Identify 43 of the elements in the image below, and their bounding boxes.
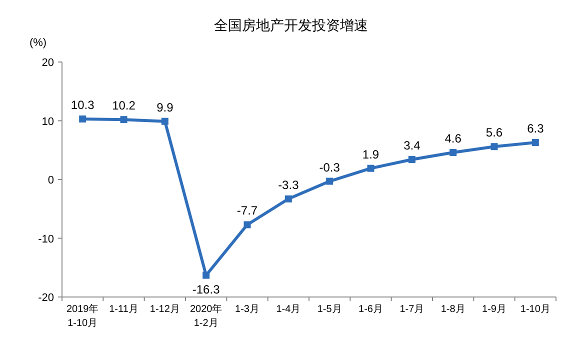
point	[532, 138, 539, 146]
point	[408, 156, 416, 164]
data-label: -3.3	[278, 178, 300, 192]
data-label: 3.4	[404, 138, 421, 153]
y-tick-label: -20	[38, 292, 54, 304]
data-label: 6.3	[527, 121, 544, 136]
point	[161, 118, 168, 125]
x-tick-label: 1-7月	[400, 304, 424, 315]
point	[450, 148, 457, 156]
point	[120, 116, 128, 124]
x-tick-label: 1-3月	[235, 304, 260, 315]
data-label: 9.9	[156, 100, 174, 114]
chart-title: 全国房地产开发投资增速	[214, 17, 368, 33]
x-tick-label: 1-5月	[317, 304, 342, 315]
x-tick-label: 1-6月	[358, 304, 383, 315]
y-tick-label: 10	[42, 116, 54, 128]
data-label: -16.3	[192, 282, 220, 296]
x-tick-label: 1-4月	[276, 304, 301, 315]
point	[367, 164, 374, 172]
data-label: 4.6	[444, 131, 462, 146]
data-label: 10.3	[70, 98, 95, 112]
x-tick-label: 2020年 1-2月	[190, 303, 222, 329]
point	[490, 143, 498, 150]
y-tick-label: 0	[48, 174, 54, 186]
y-tick-label: -10	[38, 233, 54, 246]
data-label: 1.9	[362, 147, 380, 162]
point	[326, 178, 334, 185]
x-tick-label: 1-9月	[482, 304, 506, 315]
data-label: -7.7	[236, 204, 258, 218]
point	[244, 221, 251, 228]
point	[79, 115, 86, 122]
x-tick-label: 1-8月	[440, 304, 466, 315]
x-tick-label: 2019年 1-10月	[66, 303, 99, 329]
point	[202, 272, 210, 279]
data-label: -0.3	[319, 160, 340, 174]
data-label: 10.2	[112, 98, 136, 113]
x-tick-label: 1-12月	[150, 304, 180, 315]
point	[284, 195, 292, 202]
x-tick-label: 1-10月	[520, 304, 550, 315]
y-axis-title: (%)	[29, 37, 47, 49]
data-label: 5.6	[486, 126, 503, 140]
x-tick-label: 1-11月	[109, 304, 138, 315]
y-tick-label: 20	[42, 57, 54, 69]
